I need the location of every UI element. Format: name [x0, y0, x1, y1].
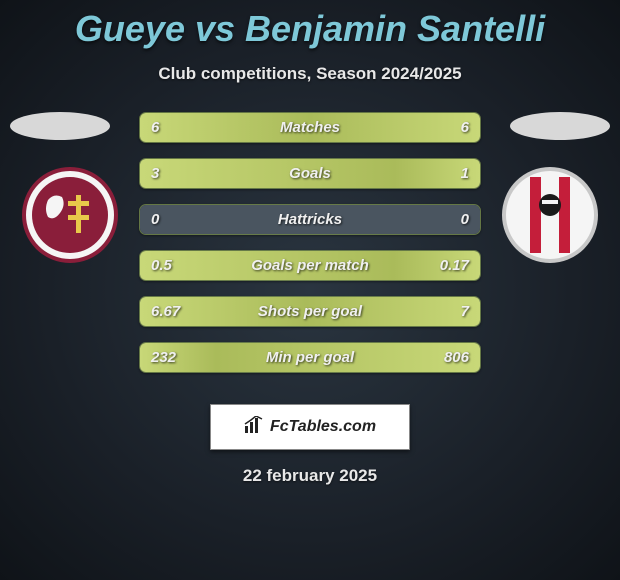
brand-badge: FcTables.com	[210, 404, 410, 450]
player-left-ellipse	[10, 112, 110, 140]
page-title: Gueye vs Benjamin Santelli	[0, 0, 620, 50]
stat-label: Goals per match	[140, 251, 480, 280]
team-left-crest	[22, 167, 118, 263]
team-left-crest-inner	[32, 177, 108, 253]
stats-container: 6Matches6 3Goals1 0Hattricks0 0.5Goals per …	[139, 112, 481, 388]
chart-icon	[244, 416, 264, 439]
stat-value-right: 6	[461, 113, 469, 142]
stat-label: Shots per goal	[140, 297, 480, 326]
stat-label: Hattricks	[140, 205, 480, 234]
brand-label: FcTables.com	[270, 418, 376, 436]
stat-row: 6Matches6	[139, 112, 481, 143]
stat-label: Matches	[140, 113, 480, 142]
stat-value-right: 806	[444, 343, 469, 372]
subtitle: Club competitions, Season 2024/2025	[0, 64, 620, 84]
comparison-area: 6Matches6 3Goals1 0Hattricks0 0.5Goals per …	[0, 112, 620, 382]
stat-row: 232Min per goal806	[139, 342, 481, 373]
stat-value-right: 7	[461, 297, 469, 326]
date-label: 22 february 2025	[0, 466, 620, 486]
metz-crest-icon	[40, 185, 100, 245]
stat-label: Goals	[140, 159, 480, 188]
team-right-crest-inner	[512, 177, 588, 253]
stat-row: 3Goals1	[139, 158, 481, 189]
stat-row: 6.67Shots per goal7	[139, 296, 481, 327]
stat-value-right: 1	[461, 159, 469, 188]
stat-label: Min per goal	[140, 343, 480, 372]
stat-row: 0.5Goals per match0.17	[139, 250, 481, 281]
stat-value-right: 0	[461, 205, 469, 234]
team-right-crest	[502, 167, 598, 263]
stat-value-right: 0.17	[440, 251, 469, 280]
stat-row: 0Hattricks0	[139, 204, 481, 235]
ajaccio-crest-icon	[512, 177, 588, 253]
player-right-ellipse	[510, 112, 610, 140]
